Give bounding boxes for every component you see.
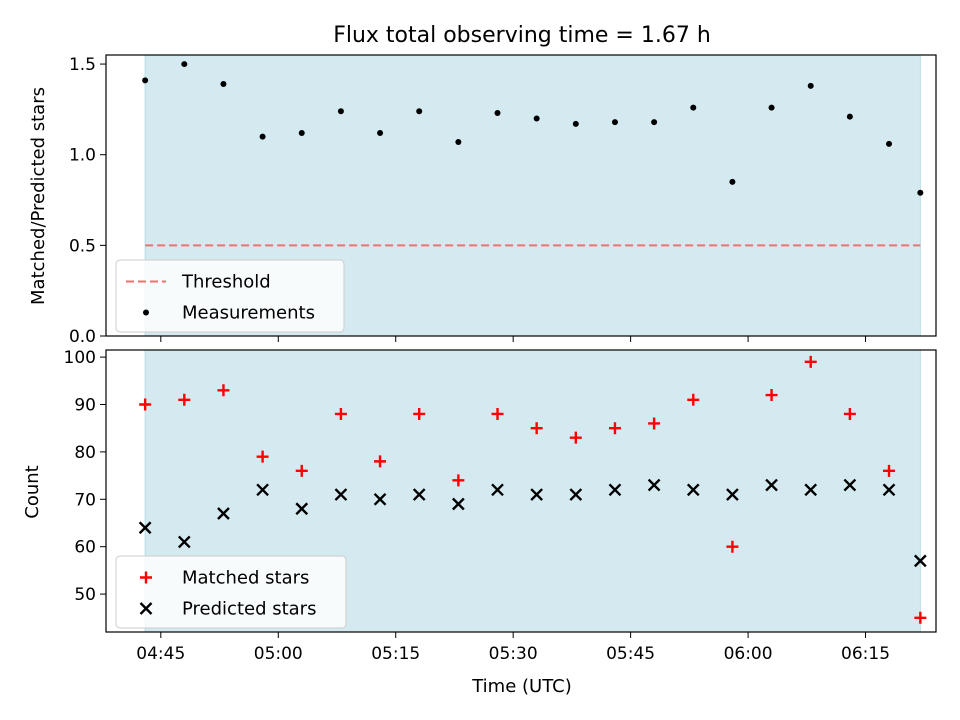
- legend-box: [115, 259, 345, 333]
- legend-label: Matched stars: [182, 568, 309, 589]
- y-tick-label: 70: [74, 490, 96, 510]
- data-point: [181, 61, 188, 68]
- x-tick-label: 06:00: [724, 644, 773, 664]
- y-tick-label: 0.0: [69, 327, 96, 347]
- data-point: [608, 422, 621, 435]
- data-point: [726, 488, 739, 501]
- y-tick-label: 50: [74, 585, 96, 605]
- chart-title: Flux total observing time = 1.67 h: [333, 23, 711, 48]
- data-point: [572, 120, 579, 127]
- top-panel: 0.0 0.5 1.0 1.5 Threshold Measurements: [69, 54, 937, 347]
- data-point: [917, 189, 924, 196]
- data-point: [648, 417, 661, 430]
- data-point: [491, 407, 504, 420]
- y-tick-label: 90: [74, 396, 96, 416]
- y-tick-label: 60: [74, 538, 96, 558]
- data-point: [686, 483, 700, 497]
- top-y-axis-label: Matched/Predicted stars: [28, 87, 49, 305]
- data-point: [452, 474, 465, 487]
- plot-frame: [105, 349, 937, 633]
- data-point: [804, 483, 818, 497]
- y-tick-label: 80: [74, 443, 96, 463]
- x-tick-label: 05:00: [254, 644, 303, 664]
- data-point: [295, 502, 309, 516]
- data-point: [142, 77, 149, 84]
- data-point: [139, 398, 152, 411]
- legend-box: [115, 555, 347, 629]
- legend-label: Measurements: [182, 303, 315, 324]
- data-point: [883, 464, 896, 477]
- data-point: [569, 431, 582, 444]
- data-point: [914, 611, 927, 624]
- data-point: [569, 488, 583, 501]
- data-point: [843, 478, 857, 492]
- plot-frame: [105, 54, 937, 337]
- data-point: [452, 497, 465, 511]
- data-point: [647, 478, 661, 492]
- data-point: [256, 483, 269, 497]
- data-point: [729, 178, 736, 185]
- y-tick-label: 0.5: [69, 236, 96, 256]
- data-point: [530, 422, 543, 435]
- data-point: [413, 407, 426, 420]
- data-point: [455, 139, 462, 146]
- data-point: [765, 389, 778, 402]
- data-point: [220, 81, 227, 88]
- data-point: [530, 488, 544, 501]
- data-point: [259, 133, 266, 140]
- x-tick-label: 05:45: [606, 644, 655, 664]
- data-point: [726, 540, 739, 553]
- data-point: [377, 129, 384, 136]
- data-point: [177, 535, 191, 549]
- legend-label: Predicted stars: [182, 599, 316, 620]
- data-point: [178, 393, 191, 406]
- data-point: [804, 355, 817, 368]
- data-point: [337, 108, 344, 115]
- data-point: [765, 478, 778, 492]
- bottom-panel: 50 60 70 80 90 100 04:45 05:00 05:15 05:30 05:45 06…: [64, 348, 937, 664]
- data-point: [533, 115, 540, 122]
- data-point: [846, 113, 853, 120]
- x-tick-label: 05:30: [489, 644, 538, 664]
- data-point: [807, 82, 814, 89]
- data-point: [687, 393, 700, 406]
- y-tick-label: 1.5: [69, 55, 96, 75]
- legend-marker: [139, 602, 153, 615]
- data-point: [334, 488, 348, 501]
- data-point: [768, 104, 775, 111]
- y-tick-label: 100: [64, 348, 96, 368]
- data-point: [217, 384, 230, 397]
- data-point: [412, 488, 426, 501]
- data-point: [843, 407, 856, 420]
- data-point: [138, 521, 152, 535]
- data-point: [608, 483, 622, 497]
- data-point: [334, 407, 347, 420]
- data-point: [886, 140, 893, 147]
- data-point: [295, 464, 308, 477]
- data-point: [913, 554, 927, 568]
- data-point: [256, 450, 269, 463]
- x-tick-label: 06:15: [841, 644, 890, 664]
- data-point: [373, 492, 387, 506]
- data-point: [882, 483, 896, 497]
- data-point: [491, 483, 504, 497]
- data-point: [651, 119, 658, 126]
- data-point: [690, 104, 697, 111]
- legend-marker: [140, 571, 152, 584]
- x-axis-label: Time (UTC): [471, 676, 572, 697]
- legend-label: Threshold: [181, 272, 271, 293]
- data-point: [416, 108, 423, 115]
- data-point: [298, 129, 305, 136]
- bottom-y-axis-label: Count: [22, 465, 43, 518]
- legend-marker: [143, 309, 149, 316]
- x-tick-label: 04:45: [136, 644, 185, 664]
- x-tick-label: 05:15: [371, 644, 420, 664]
- data-point: [374, 455, 387, 468]
- data-point: [217, 507, 230, 520]
- data-point: [611, 119, 618, 126]
- data-point: [494, 110, 501, 117]
- y-tick-label: 1.0: [69, 146, 96, 166]
